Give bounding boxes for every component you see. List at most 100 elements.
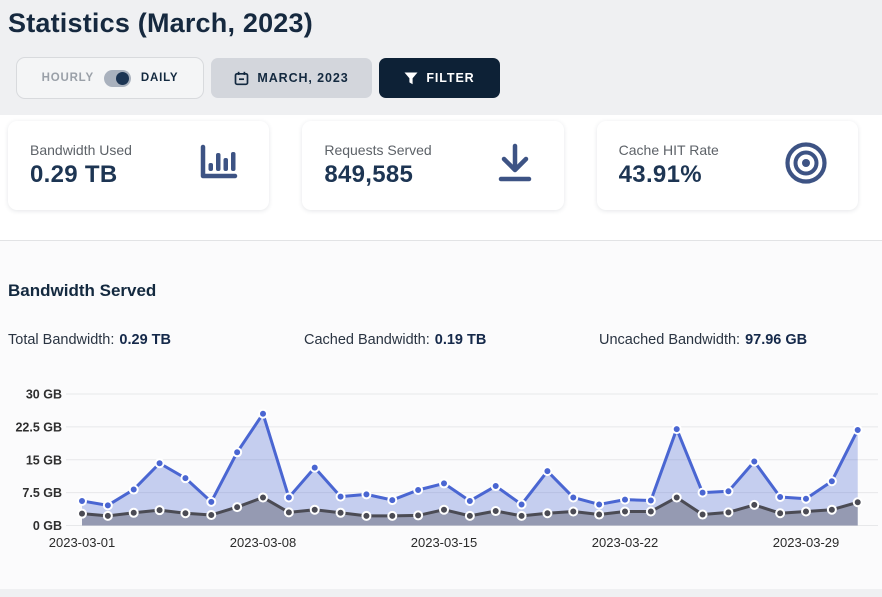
card-value: 849,585	[324, 161, 414, 188]
hourly-daily-switch[interactable]	[103, 69, 131, 87]
chart-data-point[interactable]	[154, 505, 165, 516]
chart-data-point[interactable]	[775, 492, 786, 503]
chart-data-point[interactable]	[490, 481, 501, 492]
chart-data-point[interactable]	[180, 473, 191, 484]
chart-data-point[interactable]	[594, 509, 605, 520]
card-cache-hit-rate: Cache HIT Rate 43.91%	[596, 121, 858, 210]
chart-data-point[interactable]	[439, 504, 449, 515]
download-icon	[496, 143, 534, 188]
chart-data-point[interactable]	[516, 499, 527, 510]
chart-data-point[interactable]	[723, 486, 734, 497]
chart-data-point[interactable]	[180, 508, 191, 519]
chart-data-point[interactable]	[128, 507, 139, 518]
chart-data-point[interactable]	[464, 510, 475, 521]
y-axis-tick-label: 30 GB	[26, 388, 62, 402]
chart-data-point[interactable]	[232, 502, 243, 513]
chart-data-point[interactable]	[361, 510, 372, 521]
chart-data-point[interactable]	[723, 507, 734, 518]
chart-data-point[interactable]	[826, 504, 837, 515]
month-picker-button[interactable]: MARCH, 2023	[211, 58, 372, 98]
chart-data-point[interactable]	[258, 492, 268, 503]
chart-data-point[interactable]	[801, 506, 811, 517]
chart-data-point[interactable]	[206, 496, 217, 507]
chart-data-point[interactable]	[542, 508, 553, 519]
chart-data-point[interactable]	[568, 506, 579, 517]
x-axis-tick-label: 2023-03-15	[411, 535, 478, 550]
chart-data-point[interactable]	[206, 509, 217, 520]
chart-data-point[interactable]	[697, 487, 708, 498]
filter-button-label: FILTER	[426, 71, 475, 85]
filter-icon	[404, 72, 418, 84]
hourly-label: HOURLY	[41, 72, 94, 84]
chart-data-point[interactable]	[620, 506, 630, 517]
x-axis-tick-label: 2023-03-22	[592, 535, 659, 550]
chart-data-point[interactable]	[749, 499, 760, 510]
chart-data-point[interactable]	[387, 495, 398, 506]
card-value: 0.29 TB	[30, 161, 118, 188]
chart-data-point[interactable]	[309, 462, 320, 473]
chart-data-point[interactable]	[283, 492, 294, 503]
chart-data-point[interactable]	[801, 493, 811, 504]
bandwidth-chart-svg[interactable]: 0 GB 7.5 GB 15 GB 22.5 GB 30 GB 2023-03-01 202…	[0, 378, 882, 563]
bandwidth-chart[interactable]: 0 GB 7.5 GB 15 GB 22.5 GB 30 GB 2023-03-01 202…	[0, 378, 882, 568]
total-bandwidth-stat: Total Bandwidth: 0.29 TB	[8, 332, 171, 348]
chart-data-point[interactable]	[283, 507, 294, 518]
chart-data-point[interactable]	[852, 424, 863, 435]
chart-data-point[interactable]	[568, 492, 579, 503]
switch-knob	[115, 71, 129, 85]
chart-data-point[interactable]	[645, 495, 656, 506]
bar-chart-icon	[197, 144, 239, 187]
chart-data-point[interactable]	[464, 495, 475, 506]
chart-data-point[interactable]	[102, 510, 113, 521]
chart-data-point[interactable]	[77, 495, 87, 506]
chart-data-point[interactable]	[439, 478, 449, 489]
chart-data-point[interactable]	[645, 506, 656, 517]
chart-data-point[interactable]	[542, 466, 553, 477]
x-axis-tick-label: 2023-03-29	[773, 535, 840, 550]
y-axis-tick-label: 15 GB	[26, 453, 62, 467]
card-label: Requests Served	[324, 142, 432, 158]
chart-data-point[interactable]	[128, 484, 139, 495]
cached-bandwidth-stat: Cached Bandwidth: 0.19 TB	[304, 332, 487, 348]
chart-data-point[interactable]	[671, 492, 682, 503]
chart-data-point[interactable]	[154, 458, 165, 469]
chart-data-point[interactable]	[77, 508, 87, 519]
chart-data-point[interactable]	[335, 507, 346, 518]
x-axis-tick-label: 2023-03-08	[230, 535, 297, 550]
chart-data-point[interactable]	[749, 456, 760, 467]
chart-data-point[interactable]	[309, 504, 320, 515]
chart-data-point[interactable]	[594, 499, 605, 510]
hourly-daily-toggle-group[interactable]: HOURLY DAILY	[16, 57, 204, 99]
y-axis-tick-label: 22.5 GB	[15, 420, 62, 434]
target-icon	[784, 141, 828, 190]
card-label: Cache HIT Rate	[618, 142, 719, 158]
calendar-icon	[235, 71, 249, 85]
section-title: Bandwidth Served	[8, 281, 157, 300]
filter-button[interactable]: FILTER	[379, 58, 500, 98]
chart-data-point[interactable]	[413, 484, 424, 495]
chart-data-point[interactable]	[413, 510, 424, 521]
chart-data-point[interactable]	[671, 424, 682, 435]
chart-data-point[interactable]	[232, 447, 243, 458]
chart-data-point[interactable]	[361, 489, 372, 500]
bandwidth-served-section: Bandwidth Served Total Bandwidth: 0.29 TB…	[0, 241, 882, 589]
chart-data-point[interactable]	[697, 509, 708, 520]
chart-data-point[interactable]	[490, 506, 501, 517]
chart-data-point[interactable]	[620, 494, 630, 505]
x-axis-tick-label: 2023-03-01	[49, 535, 116, 550]
y-axis-tick-label: 0 GB	[33, 519, 62, 533]
chart-data-point[interactable]	[516, 510, 527, 521]
uncached-bandwidth-stat: Uncached Bandwidth: 97.96 GB	[599, 332, 808, 348]
chart-data-point[interactable]	[102, 500, 113, 511]
chart-data-point[interactable]	[826, 476, 837, 487]
chart-data-point[interactable]	[852, 497, 863, 508]
stat-cards-band: Bandwidth Used 0.29 TB Requests Served	[0, 115, 882, 241]
chart-data-point[interactable]	[775, 508, 786, 519]
chart-data-point[interactable]	[335, 491, 346, 502]
stat-cards: Bandwidth Used 0.29 TB Requests Served	[8, 121, 858, 210]
chart-data-point[interactable]	[258, 408, 268, 419]
chart-data-point[interactable]	[387, 510, 398, 521]
month-picker-label: MARCH, 2023	[257, 71, 349, 85]
controls-bar: HOURLY DAILY MARCH, 2023 FILTER	[8, 39, 858, 99]
